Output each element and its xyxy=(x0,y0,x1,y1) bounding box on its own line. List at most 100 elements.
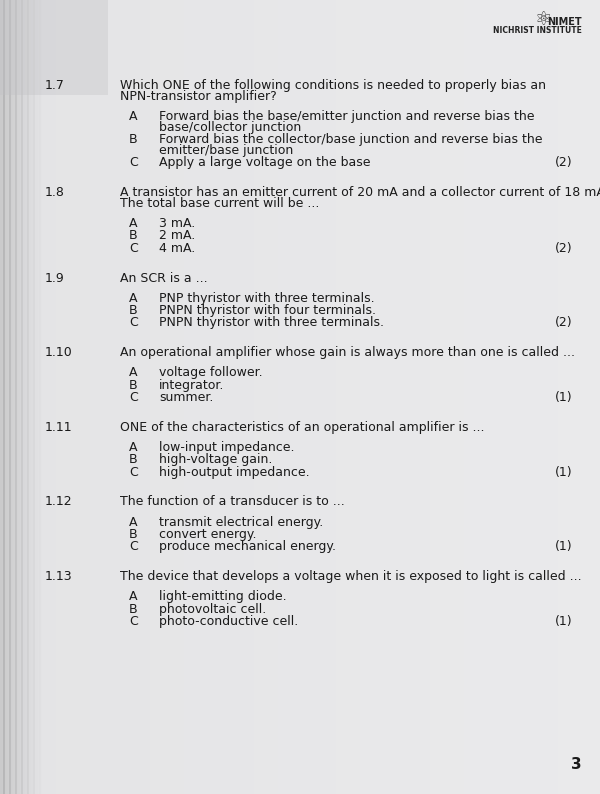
Text: C: C xyxy=(129,391,138,404)
Bar xyxy=(41,0,43,794)
Text: convert energy.: convert energy. xyxy=(159,528,257,541)
Text: B: B xyxy=(129,133,137,146)
Text: produce mechanical energy.: produce mechanical energy. xyxy=(159,540,336,553)
Bar xyxy=(32,0,33,794)
Text: 1.10: 1.10 xyxy=(45,346,73,359)
Bar xyxy=(30,0,31,794)
Text: (2): (2) xyxy=(556,242,573,255)
Text: 1.7: 1.7 xyxy=(45,79,65,92)
Bar xyxy=(10,0,11,794)
Bar xyxy=(2,0,3,794)
Bar xyxy=(1,0,2,794)
Bar xyxy=(8,0,9,794)
Text: Forward bias the base/emitter junction and reverse bias the: Forward bias the base/emitter junction a… xyxy=(159,110,535,123)
Text: C: C xyxy=(129,465,138,479)
Bar xyxy=(4,0,5,794)
Bar xyxy=(16,0,17,794)
Text: PNP thyristor with three terminals.: PNP thyristor with three terminals. xyxy=(159,291,374,305)
Bar xyxy=(20,0,22,794)
Bar xyxy=(20,0,21,794)
Text: summer.: summer. xyxy=(159,391,214,404)
Text: 1.8: 1.8 xyxy=(45,187,65,199)
Text: transmit electrical energy.: transmit electrical energy. xyxy=(159,515,323,529)
Text: A: A xyxy=(129,110,137,123)
Bar xyxy=(38,0,39,794)
Text: 1.11: 1.11 xyxy=(45,421,73,434)
Text: PNPN thyristor with four terminals.: PNPN thyristor with four terminals. xyxy=(159,304,376,317)
Bar xyxy=(42,0,43,794)
Bar xyxy=(22,0,23,794)
Text: B: B xyxy=(129,379,137,391)
Text: (2): (2) xyxy=(556,156,573,169)
Text: integrator.: integrator. xyxy=(159,379,224,391)
Text: ONE of the characteristics of an operational amplifier is ...: ONE of the characteristics of an operati… xyxy=(120,421,485,434)
Bar xyxy=(19,0,20,794)
Bar xyxy=(7,0,8,794)
Text: An SCR is a ...: An SCR is a ... xyxy=(120,272,208,284)
Bar xyxy=(13,0,14,794)
Bar xyxy=(17,0,19,794)
Bar xyxy=(28,0,29,794)
Text: C: C xyxy=(129,316,138,330)
Text: (2): (2) xyxy=(556,316,573,330)
Text: light-emitting diode.: light-emitting diode. xyxy=(159,590,287,603)
Text: voltage follower.: voltage follower. xyxy=(159,366,263,380)
Bar xyxy=(18,0,19,794)
Text: (1): (1) xyxy=(556,540,573,553)
Bar xyxy=(5,0,7,794)
Text: B: B xyxy=(129,304,137,317)
Text: A: A xyxy=(129,590,137,603)
Text: NICHRIST INSTITUTE: NICHRIST INSTITUTE xyxy=(493,26,582,35)
Text: 1.12: 1.12 xyxy=(45,495,73,508)
Bar xyxy=(4,0,5,794)
Text: B: B xyxy=(129,453,137,466)
Text: (1): (1) xyxy=(556,391,573,404)
Text: PNPN thyristor with three terminals.: PNPN thyristor with three terminals. xyxy=(159,316,384,330)
Text: B: B xyxy=(129,528,137,541)
Bar xyxy=(16,0,17,794)
Text: Apply a large voltage on the base: Apply a large voltage on the base xyxy=(159,156,371,169)
Text: A: A xyxy=(129,218,137,230)
Text: (1): (1) xyxy=(556,615,573,628)
Bar xyxy=(8,0,10,794)
Text: A: A xyxy=(129,515,137,529)
Text: photo-conductive cell.: photo-conductive cell. xyxy=(159,615,298,628)
Text: (1): (1) xyxy=(556,465,573,479)
Text: 3 mA.: 3 mA. xyxy=(159,218,195,230)
Text: The device that develops a voltage when it is exposed to light is called ...: The device that develops a voltage when … xyxy=(120,570,581,583)
Text: A: A xyxy=(129,441,137,454)
Text: 2 mA.: 2 mA. xyxy=(159,229,195,242)
Text: ⚛: ⚛ xyxy=(534,10,552,29)
Text: NPN-transistor amplifier?: NPN-transistor amplifier? xyxy=(120,90,277,103)
Bar xyxy=(0,0,1,794)
Bar xyxy=(37,0,38,794)
Text: The function of a transducer is to ...: The function of a transducer is to ... xyxy=(120,495,345,508)
Bar xyxy=(23,0,25,794)
Text: emitter/base junction: emitter/base junction xyxy=(159,145,293,157)
Text: C: C xyxy=(129,615,138,628)
Text: base/collector junction: base/collector junction xyxy=(159,121,301,134)
Bar xyxy=(38,0,40,794)
Bar xyxy=(14,0,15,794)
Bar xyxy=(24,0,25,794)
Text: high-voltage gain.: high-voltage gain. xyxy=(159,453,272,466)
Bar xyxy=(26,0,27,794)
Text: high-output impedance.: high-output impedance. xyxy=(159,465,310,479)
Text: The total base current will be ...: The total base current will be ... xyxy=(120,197,319,210)
Text: NIMET: NIMET xyxy=(547,17,582,28)
Text: Forward bias the collector/base junction and reverse bias the: Forward bias the collector/base junction… xyxy=(159,133,542,146)
Bar xyxy=(31,0,32,794)
Bar xyxy=(14,0,16,794)
Text: 1.13: 1.13 xyxy=(45,570,73,583)
Text: An operational amplifier whose gain is always more than one is called ...: An operational amplifier whose gain is a… xyxy=(120,346,575,359)
Text: low-input impedance.: low-input impedance. xyxy=(159,441,295,454)
Text: C: C xyxy=(129,242,138,255)
Bar xyxy=(34,0,35,794)
Bar xyxy=(28,0,29,794)
Bar xyxy=(29,0,31,794)
Text: A transistor has an emitter current of 20 mA and a collector current of 18 mA.: A transistor has an emitter current of 2… xyxy=(120,187,600,199)
Text: A: A xyxy=(129,366,137,380)
FancyBboxPatch shape xyxy=(0,0,108,95)
Bar xyxy=(2,0,4,794)
Text: Which ONE of the following conditions is needed to properly bias an: Which ONE of the following conditions is… xyxy=(120,79,546,92)
